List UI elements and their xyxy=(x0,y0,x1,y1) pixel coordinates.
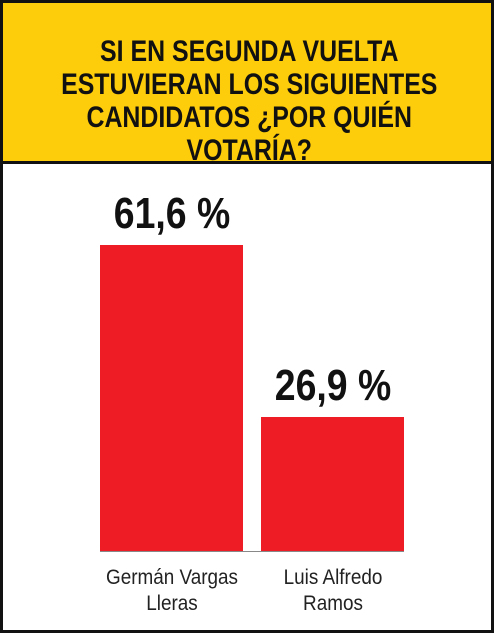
bar xyxy=(261,417,404,551)
chart-title: SI EN SEGUNDA VUELTA ESTUVIERAN LOS SIGU… xyxy=(61,35,438,167)
bar xyxy=(100,244,243,551)
baseline xyxy=(100,551,404,552)
x-tick-label: Luis Alfredo Ramos xyxy=(283,566,382,615)
value-label: 61,6 % xyxy=(113,188,230,238)
header: SI EN SEGUNDA VUELTA ESTUVIERAN LOS SIGU… xyxy=(3,3,491,167)
value-label: 26,9 % xyxy=(274,361,391,411)
x-tick-label: Germán Vargas Lleras xyxy=(105,566,238,615)
